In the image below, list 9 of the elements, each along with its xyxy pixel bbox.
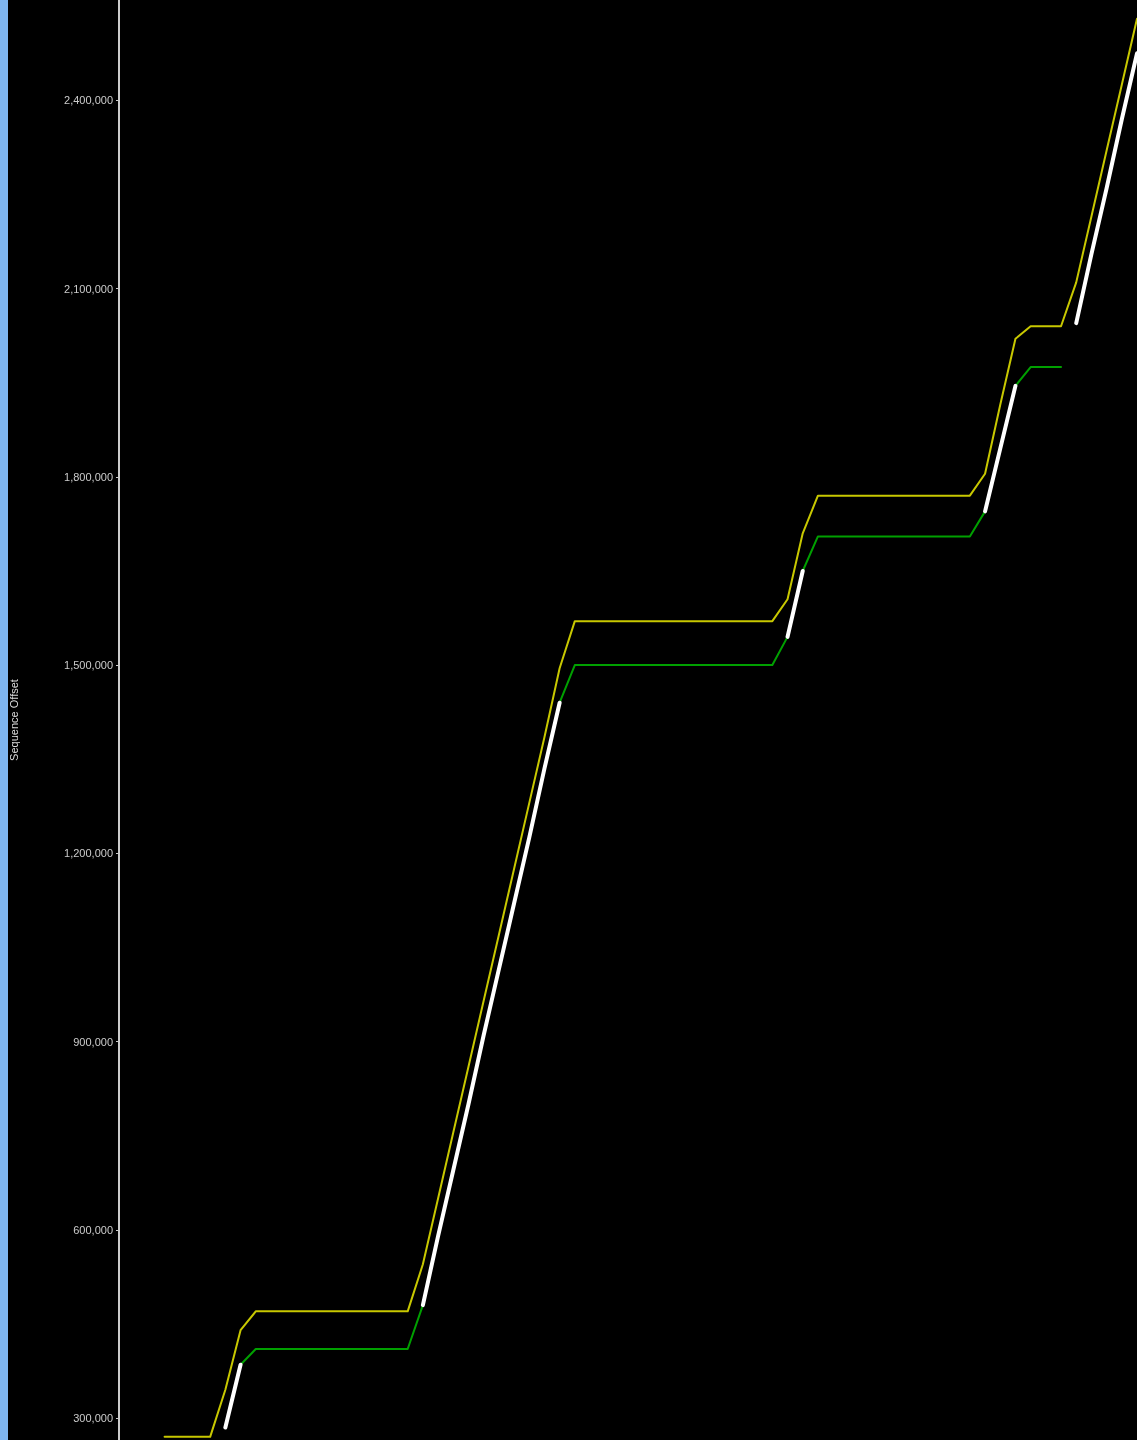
y-tick-label: 1,800,000 (64, 470, 113, 483)
y-tick-label: 600,000 (73, 1223, 113, 1236)
y-tick-label: 1,200,000 (64, 847, 113, 860)
y-tick-label: 2,100,000 (64, 282, 113, 295)
y-tick-label: 2,400,000 (64, 94, 113, 107)
y-axis-title: Sequence Offset (7, 679, 20, 761)
y-tick-label: 1,500,000 (64, 659, 113, 672)
y-tick-label: 300,000 (73, 1412, 113, 1425)
y-tick-label: 900,000 (73, 1035, 113, 1048)
